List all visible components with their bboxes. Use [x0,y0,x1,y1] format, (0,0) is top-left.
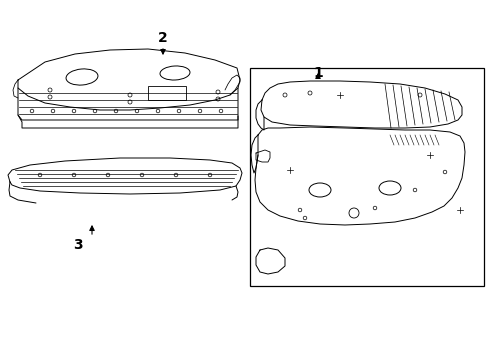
Circle shape [72,173,76,177]
Circle shape [298,208,301,212]
Circle shape [177,109,181,113]
Circle shape [372,206,376,210]
Circle shape [30,109,34,113]
Bar [249,68,483,286]
Text: 1: 1 [312,66,322,80]
Circle shape [303,216,306,220]
Circle shape [93,109,97,113]
Circle shape [106,173,110,177]
Circle shape [417,93,421,97]
Circle shape [198,109,202,113]
Circle shape [216,90,220,94]
Text: 3: 3 [73,238,82,252]
Circle shape [412,188,416,192]
Circle shape [283,93,286,97]
Circle shape [140,173,143,177]
Circle shape [174,173,178,177]
Circle shape [307,91,311,95]
Ellipse shape [160,66,190,80]
Circle shape [216,97,220,101]
Circle shape [348,208,358,218]
Ellipse shape [378,181,400,195]
Circle shape [156,109,160,113]
Circle shape [72,109,76,113]
Ellipse shape [66,69,98,85]
Circle shape [128,93,132,97]
Circle shape [128,100,132,104]
Circle shape [135,109,139,113]
Bar [148,86,185,100]
Circle shape [48,88,52,92]
Circle shape [48,95,52,99]
Circle shape [442,170,446,174]
Circle shape [208,173,211,177]
Circle shape [38,173,41,177]
Circle shape [114,109,118,113]
Ellipse shape [308,183,330,197]
Text: 2: 2 [158,31,167,45]
Circle shape [219,109,223,113]
Circle shape [51,109,55,113]
